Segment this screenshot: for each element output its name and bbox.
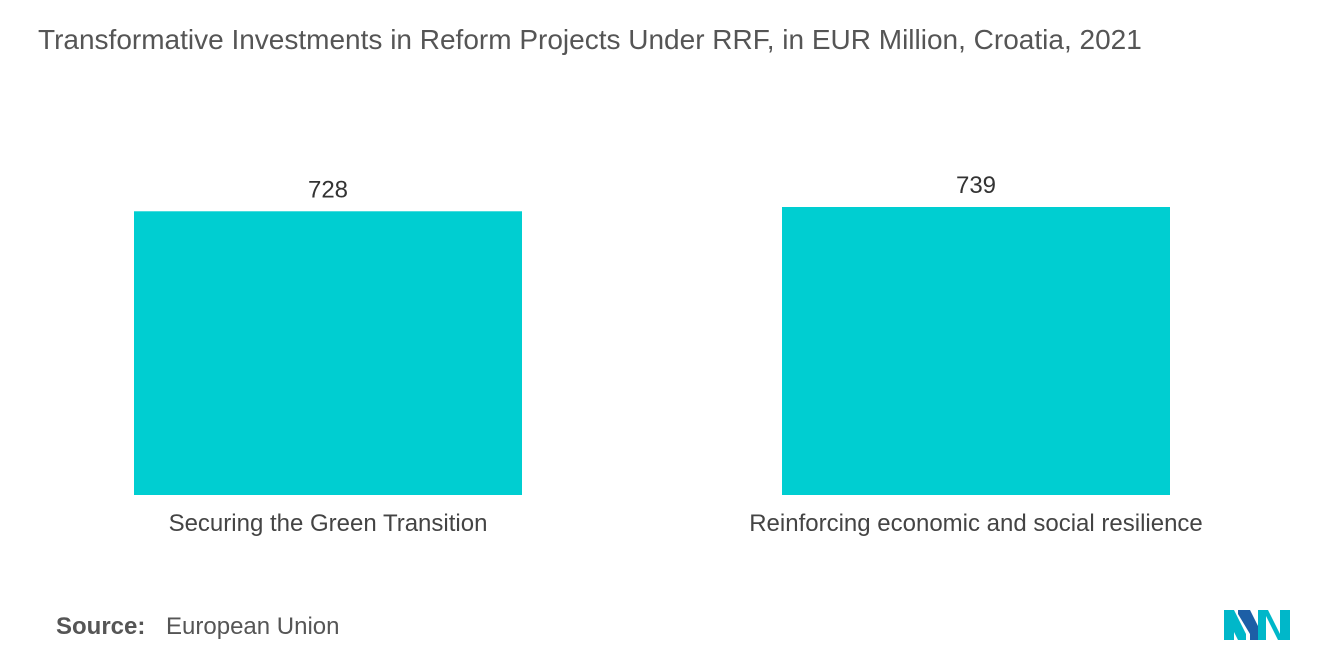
mordor-intelligence-logo-icon xyxy=(1224,610,1290,640)
source-label: Source: xyxy=(56,613,146,640)
category-label: Securing the Green Transition xyxy=(169,510,488,537)
bar-value-label: 739 xyxy=(956,172,996,199)
source-note: Source: European Union xyxy=(56,613,340,641)
bar xyxy=(782,207,1170,495)
category-label: Reinforcing economic and social resilien… xyxy=(749,510,1203,537)
chart-title: Transformative Investments in Reform Pro… xyxy=(38,24,1142,55)
bar xyxy=(134,211,522,496)
bar-chart: 728 Securing the Green Transition 739 Reinf… xyxy=(134,172,1203,537)
bar-value-label: 728 xyxy=(308,176,348,203)
source-value: European Union xyxy=(166,613,340,640)
